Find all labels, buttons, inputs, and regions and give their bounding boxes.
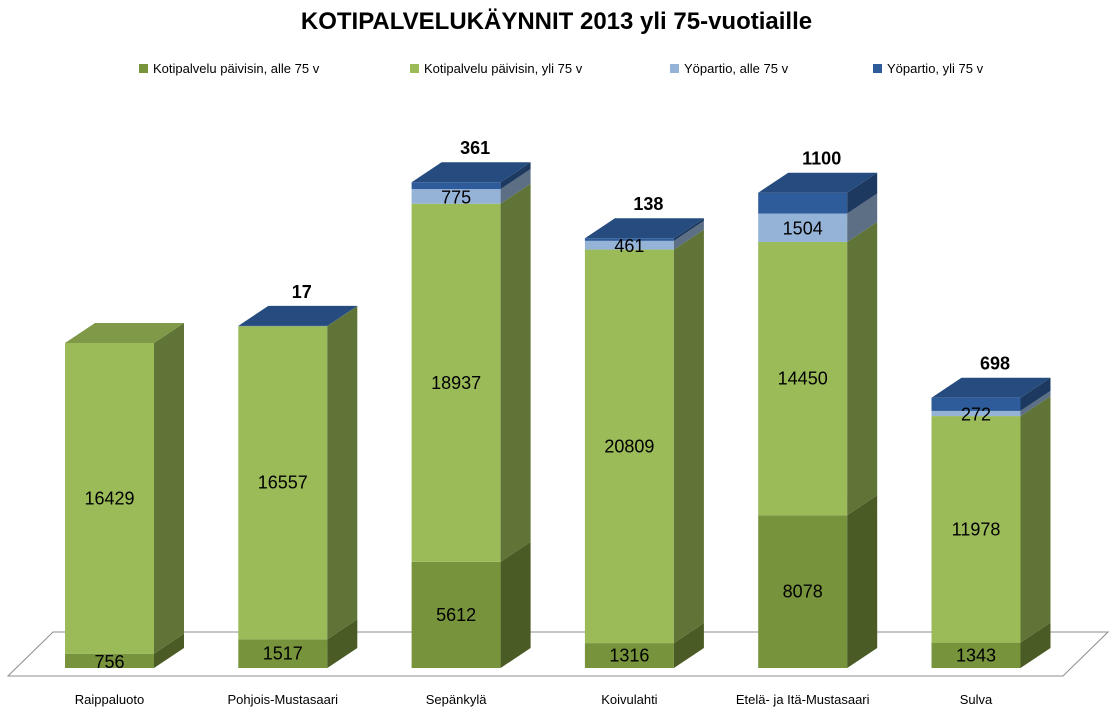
bar-segment-3-series-1 [411,561,501,668]
bar-top-2 [238,305,358,326]
bar-side-6-series-1 [1020,622,1051,668]
category-label-6: Sulva [960,692,993,707]
bar-side-1-series-1 [154,633,184,668]
bar-side-5-series-1 [847,495,878,668]
legend-swatch-series-3 [670,64,679,73]
bar-segment-6-series-1 [931,642,1021,668]
bar-segment-3-series-3 [411,189,501,204]
data-label-6-series-1: 1343 [956,645,996,665]
bar-segment-2-series-1 [238,639,328,668]
data-label-3-series-1: 5612 [436,605,476,625]
bar-top-3 [411,162,531,183]
bar-top-4 [584,218,704,239]
legend: Kotipalvelu päivisin, alle 75 v Kotipalv… [0,61,1113,81]
bar-top-6 [931,377,1051,398]
data-label-6-series-4: 698 [980,354,1010,374]
bar-side-3-series-3 [500,169,531,204]
bar-side-6-series-4 [1020,377,1051,411]
category-label-4: Koivulahti [601,692,657,707]
bar-side-3-series-2 [500,183,531,562]
data-label-3-series-4: 361 [460,138,490,158]
legend-swatch-series-4 [873,64,882,73]
legend-label-series-2: Kotipalvelu päivisin, yli 75 v [424,61,583,76]
legend-label-series-3: Yöpartio, alle 75 v [684,61,789,76]
bar-segment-4-series-2 [584,249,674,644]
bar-side-2-series-4 [327,305,358,327]
data-label-1-series-1: 756 [94,652,124,672]
data-label-1-series-2: 16429 [84,488,134,508]
legend-item-series-1: Kotipalvelu päivisin, alle 75 v [139,61,319,76]
data-label-6-series-2: 11978 [952,519,1001,539]
data-label-2-series-4: 17 [292,282,312,302]
data-label-3-series-2: 18937 [431,373,481,393]
legend-item-series-3: Yöpartio, alle 75 v [670,61,788,76]
category-label-3: Sepänkylä [426,692,487,707]
bar-segment-5-series-2 [758,241,848,516]
bar-side-5-series-4 [847,172,878,214]
bar-segment-6-series-4 [931,397,1021,411]
bar-segment-3-series-2 [411,203,501,562]
bar-segment-1-series-2 [65,343,154,654]
data-label-5-series-3: 1504 [783,219,823,239]
bar-segment-6-series-3 [931,410,1021,417]
bar-segment-5-series-4 [758,192,848,214]
bar-segment-5-series-3 [758,213,848,242]
chart-title: KOTIPALVELUKÄYNNIT 2013 yli 75-vuotiaill… [300,8,813,35]
bar-side-4-series-1 [673,623,704,668]
legend-swatch-series-1 [139,64,148,73]
bar-segment-4-series-1 [584,643,674,668]
bar-segment-6-series-2 [931,416,1021,643]
bar-segment-5-series-1 [758,515,848,668]
legend-swatch-series-2 [410,64,419,73]
data-label-2-series-2: 16557 [258,473,308,493]
bar-side-4-series-2 [673,229,704,644]
legend-item-series-4: Yöpartio, yli 75 v [873,61,983,76]
legend-label-series-4: Yöpartio, yli 75 v [887,61,984,76]
bar-top-5 [758,172,878,193]
bar-side-3-series-1 [500,541,531,668]
bar-segment-4-series-4 [584,238,674,241]
bar-side-1-series-2 [154,323,184,654]
data-label-4-series-4: 138 [633,194,663,214]
bar-side-5-series-3 [847,193,878,242]
bar-segment-1-series-1 [65,653,154,668]
bar-top-1 [65,323,184,343]
bar-segment-2-series-2 [238,326,328,640]
bar-side-2-series-1 [327,619,358,668]
bar-side-6-series-2 [1020,396,1051,643]
bar-side-6-series-3 [1020,390,1051,417]
data-label-6-series-3: 272 [961,405,991,425]
legend-label-series-1: Kotipalvelu päivisin, alle 75 v [153,61,320,76]
bar-side-2-series-2 [327,306,358,640]
category-label-2: Pohjois-Mustasaari [228,692,339,707]
bar-side-3-series-4 [500,162,531,190]
data-label-5-series-2: 14450 [778,369,828,389]
bar-segment-4-series-3 [584,240,674,250]
data-label-4-series-2: 20809 [604,436,654,456]
data-label-4-series-3: 461 [614,236,644,256]
data-label-4-series-1: 1316 [609,646,649,666]
data-label-5-series-1: 8078 [783,582,823,602]
data-label-5-series-4: 1100 [802,149,841,169]
category-label-1: Raippaluoto [75,692,144,707]
legend-item-series-2: Kotipalvelu päivisin, yli 75 v [410,61,582,76]
data-label-3-series-3: 775 [441,187,471,207]
bar-side-4-series-4 [673,218,704,241]
data-label-2-series-1: 1517 [263,644,303,664]
category-label-5: Etelä- ja Itä-Mustasaari [736,692,870,707]
bar-side-5-series-2 [847,221,878,516]
bar-side-4-series-3 [673,220,704,250]
bar-segment-3-series-4 [411,182,501,190]
